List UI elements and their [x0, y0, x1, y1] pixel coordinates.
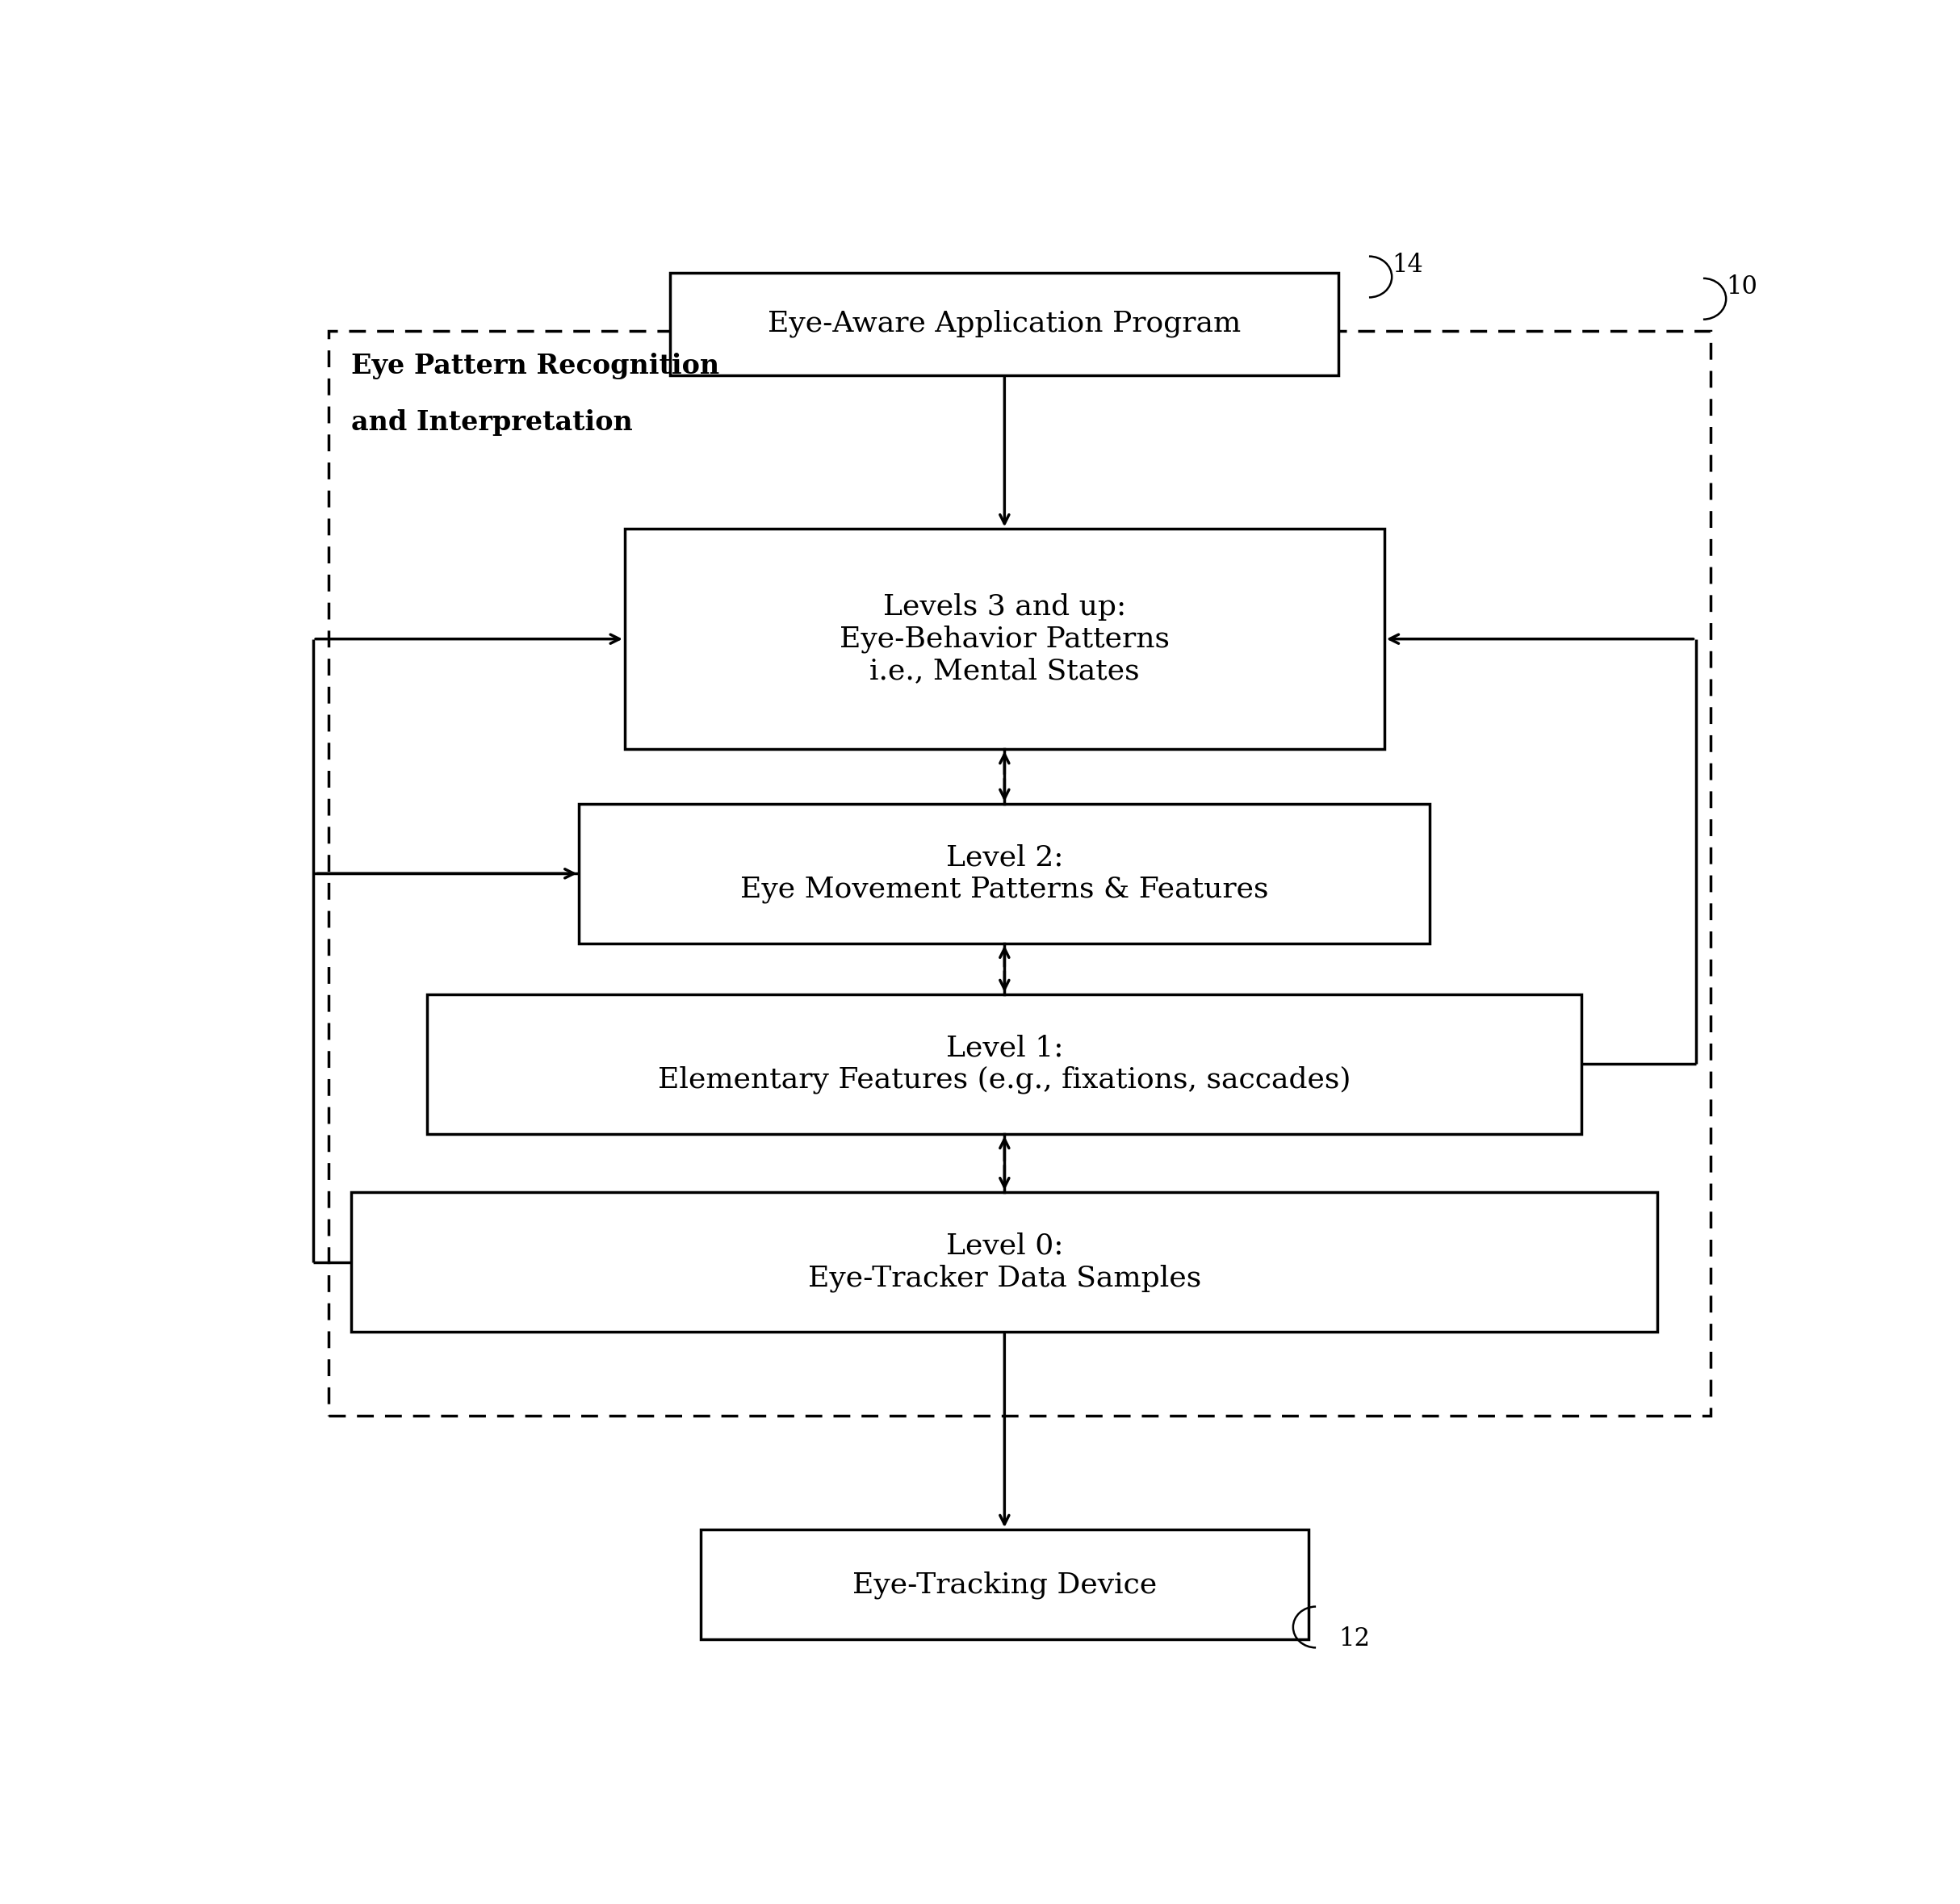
- Text: Eye Pattern Recognition: Eye Pattern Recognition: [351, 352, 719, 379]
- Text: Levels 3 and up:
Eye-Behavior Patterns
i.e., Mental States: Levels 3 and up: Eye-Behavior Patterns i…: [839, 594, 1170, 685]
- Text: Level 1:
Elementary Features (e.g., fixations, saccades): Level 1: Elementary Features (e.g., fixa…: [659, 1034, 1350, 1095]
- Bar: [580, 803, 1431, 942]
- Bar: [351, 1192, 1658, 1331]
- Text: 12: 12: [1339, 1626, 1370, 1651]
- Text: and Interpretation: and Interpretation: [351, 409, 633, 436]
- Bar: [427, 994, 1582, 1133]
- Text: Level 2:
Eye Movement Patterns & Features: Level 2: Eye Movement Patterns & Feature…: [741, 843, 1268, 902]
- Text: Eye-Aware Application Program: Eye-Aware Application Program: [768, 310, 1241, 337]
- Bar: [625, 529, 1384, 748]
- Bar: [329, 331, 1711, 1417]
- Text: 10: 10: [1727, 274, 1758, 299]
- Text: Eye-Tracking Device: Eye-Tracking Device: [853, 1571, 1156, 1599]
- Bar: [670, 272, 1339, 375]
- Text: 14: 14: [1392, 253, 1423, 278]
- Bar: [702, 1529, 1309, 1639]
- Text: Level 0:
Eye-Tracker Data Samples: Level 0: Eye-Tracker Data Samples: [808, 1232, 1201, 1293]
